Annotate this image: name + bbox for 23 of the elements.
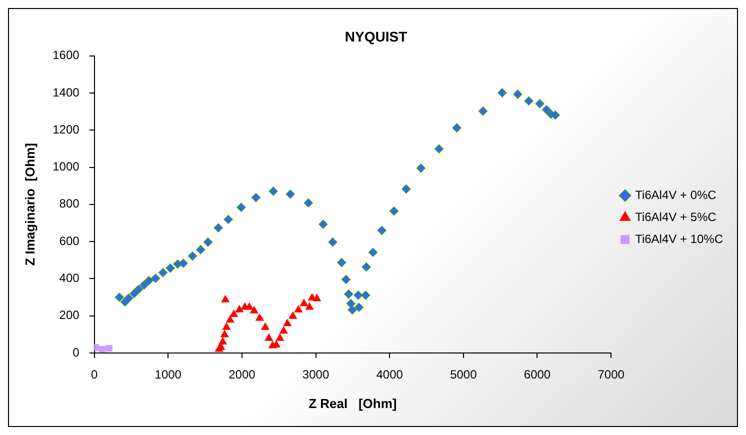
y-tick-label: 1200 — [52, 122, 80, 136]
legend-label: Ti6Al4V + 0%C — [635, 188, 717, 202]
x-axis-title: Z Real [Ohm] — [308, 396, 397, 411]
y-tick-label: 1000 — [52, 160, 80, 174]
x-tick-label: 5000 — [450, 368, 478, 382]
y-tick-label: 800 — [59, 196, 80, 211]
x-tick-label: 0 — [90, 368, 98, 382]
y-tick-label: 1600 — [52, 48, 80, 62]
legend-label: Ti6Al4V + 5%C — [635, 210, 717, 224]
x-tick-label: 6000 — [524, 368, 551, 382]
chart-title: NYQUIST — [344, 28, 408, 44]
y-tick-label: 600 — [59, 234, 80, 248]
x-tick-label: 3000 — [302, 368, 330, 382]
x-tick-label: 7000 — [598, 368, 625, 382]
y-tick-label: 200 — [59, 308, 80, 322]
y-axis-title: Z Imaginario [Ohm] — [22, 143, 38, 266]
x-tick-label: 4000 — [376, 368, 404, 382]
x-tick-label: 1000 — [154, 368, 182, 382]
y-tick-label: 0 — [72, 345, 80, 360]
legend-label: Ti6Al4V + 10%C — [635, 232, 724, 246]
y-tick-label: 400 — [59, 271, 80, 286]
y-tick-label: 1400 — [52, 85, 80, 100]
x-tick-label: 2000 — [228, 368, 256, 382]
